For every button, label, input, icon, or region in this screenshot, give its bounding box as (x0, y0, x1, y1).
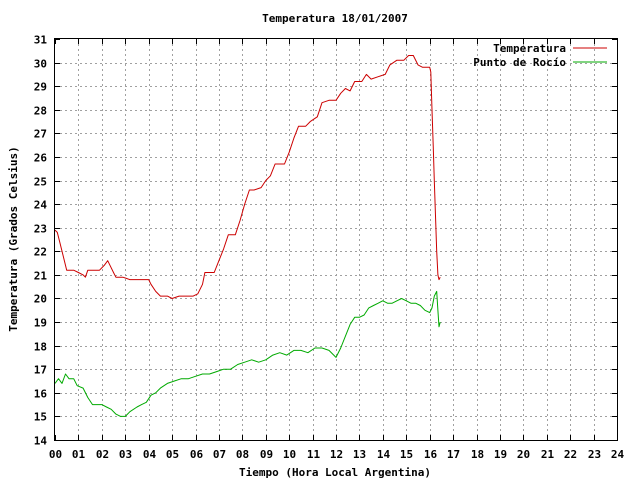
x-tick-label: 23 (588, 448, 601, 461)
y-tick-label: 30 (34, 58, 47, 71)
x-tick-label: 03 (119, 448, 132, 461)
series-line-2 (54, 290, 441, 417)
x-tick-label: 01 (72, 448, 86, 461)
x-tick-label: 19 (494, 448, 507, 461)
y-tick-label: 16 (34, 388, 48, 401)
x-tick-label: 12 (330, 448, 343, 461)
x-tick-label: 22 (564, 448, 577, 461)
series-line-1 (54, 55, 441, 299)
y-tick-label: 15 (34, 411, 47, 424)
x-tick-label: 11 (307, 448, 321, 461)
y-tick-label: 24 (34, 199, 48, 212)
x-tick-label: 24 (611, 448, 625, 461)
x-tick-label: 17 (447, 448, 460, 461)
x-tick-label: 04 (143, 448, 157, 461)
x-tick-label: 15 (400, 448, 413, 461)
y-tick-label: 14 (34, 435, 48, 448)
x-tick-label: 21 (541, 448, 555, 461)
y-tick-label: 25 (34, 176, 47, 189)
legend-label-2: Punto de Rocío (473, 56, 566, 69)
y-tick-labels: 14 15 16 17 18 19 20 21 22 23 24 25 26 27 28 29 30 31 (34, 34, 48, 448)
x-tick-label: 20 (517, 448, 530, 461)
x-tick-label: 02 (96, 448, 109, 461)
y-tick-label: 23 (34, 223, 47, 236)
plot-frame (54, 38, 618, 441)
y-tick-label: 18 (34, 341, 47, 354)
legend-label-1: Temperatura (493, 42, 566, 55)
y-tick-label: 19 (34, 317, 47, 330)
series-lines (54, 55, 441, 417)
x-tick-label: 16 (424, 448, 438, 461)
y-tick-label: 22 (34, 246, 47, 259)
x-tick-label: 09 (260, 448, 273, 461)
y-tick-label: 29 (34, 81, 47, 94)
y-axis-label: Temperatura (Grados Celsius) (7, 146, 20, 331)
chart-title: Temperatura 18/01/2007 (262, 12, 408, 25)
y-tick-label: 20 (34, 293, 47, 306)
y-tick-label: 21 (34, 270, 48, 283)
y-tick-label: 27 (34, 128, 47, 141)
grid-lines (55, 39, 617, 440)
x-tick-label: 06 (190, 448, 204, 461)
x-tick-label: 08 (236, 448, 249, 461)
x-tick-labels: 00 01 02 03 04 05 06 07 08 09 10 11 12 13 14 15 16 17 18 19… (49, 448, 625, 461)
y-tick-label: 28 (34, 105, 47, 118)
y-tick-label: 31 (34, 34, 48, 47)
axis-ticks (55, 39, 618, 441)
y-tick-label: 26 (34, 152, 48, 165)
x-tick-label: 00 (49, 448, 62, 461)
y-tick-label: 17 (34, 364, 47, 377)
x-tick-label: 13 (353, 448, 366, 461)
x-tick-label: 18 (471, 448, 484, 461)
x-axis-label: Tiempo (Hora Local Argentina) (239, 466, 431, 479)
x-tick-label: 14 (377, 448, 391, 461)
x-tick-label: 10 (283, 448, 296, 461)
x-tick-label: 05 (166, 448, 179, 461)
x-tick-label: 07 (213, 448, 226, 461)
